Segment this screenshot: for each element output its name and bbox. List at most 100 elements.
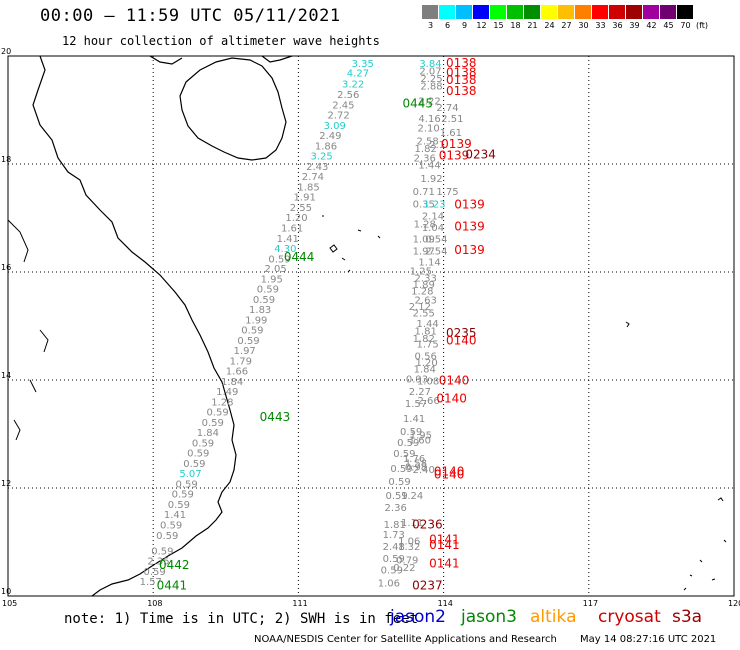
wave-height-value: 0.59	[383, 554, 405, 565]
scale-label: 24	[544, 21, 555, 30]
wave-height-value: 1.92	[420, 174, 442, 185]
scale-label: 27	[561, 21, 572, 30]
wave-height-value: 1.08	[417, 376, 439, 387]
scale-swatch	[422, 5, 439, 19]
wave-height-value: 2.07	[419, 66, 441, 77]
wave-height-value: 2.74	[302, 172, 324, 183]
wave-height-value: 0.71	[413, 187, 435, 198]
lon-tick-label: 120	[728, 599, 740, 608]
wave-height-value: 2.56	[337, 90, 359, 101]
scale-label: 70	[680, 21, 691, 30]
scale-label: 21	[527, 21, 538, 30]
wave-height-value: 0.59	[156, 531, 178, 542]
wave-height-value: 1.84	[197, 428, 219, 439]
wave-height-value: 1.97	[413, 247, 435, 258]
scale-label: 36	[612, 21, 623, 30]
credit-text: NOAA/NESDIS Center for Satellite Applica…	[254, 634, 557, 645]
pass-time-label: 0237	[412, 579, 443, 593]
wave-height-value: 0.56	[415, 351, 437, 362]
wave-height-value: 2.55	[413, 308, 435, 319]
lon-tick-label: 105	[2, 599, 17, 608]
wave-height-value: 1.99	[245, 315, 267, 326]
wave-height-value: 1.25	[410, 267, 432, 278]
wave-height-value: 2.1	[429, 140, 445, 151]
wave-height-value: 1.06	[398, 537, 420, 548]
map-subtitle: 12 hour collection of altimeter wave hei…	[62, 34, 380, 48]
wave-height-value: 2.40	[413, 465, 435, 476]
pass-time-label: 0443	[260, 410, 291, 424]
legend-item-jason3: jason3	[461, 607, 517, 627]
wave-height-value: 2.36	[414, 153, 436, 164]
wave-height-value: 0.22	[393, 563, 415, 574]
wave-height-value: 2.72	[327, 111, 349, 122]
scale-swatch	[439, 5, 456, 19]
scale-label: 12	[476, 21, 487, 30]
scale-swatch	[507, 5, 524, 19]
wave-height-value: 0.35	[413, 200, 435, 211]
wave-height-value: 2.63	[415, 295, 437, 306]
scale-label: 42	[646, 21, 657, 30]
scale-label: 30	[578, 21, 589, 30]
wave-height-value: 1.06	[378, 578, 400, 589]
wave-height-value: 0.59	[386, 491, 408, 502]
scale-label: 15	[493, 21, 504, 30]
wave-height-value: 0.59	[253, 295, 275, 306]
wave-height-value: 2.58	[416, 137, 438, 148]
scale-swatch	[575, 5, 592, 19]
wave-height-value: 1.82	[415, 144, 437, 155]
wave-height-value: 2.10	[417, 124, 439, 135]
wave-height-value: 0.59	[400, 427, 422, 438]
pass-time-label: 0444	[284, 250, 315, 264]
wave-height-value: 1.60	[409, 436, 431, 447]
scale-unit: (ft)	[696, 21, 709, 30]
lon-tick-label: 114	[438, 599, 453, 608]
legend-item-cryosat: cryosat	[598, 607, 661, 627]
pass-time-label: 0138	[446, 73, 477, 87]
wave-height-value: 2.74	[436, 103, 458, 114]
wave-height-value: 0.54	[425, 234, 447, 245]
wave-height-value: 2.25	[420, 74, 442, 85]
lat-tick-label: 12	[1, 479, 11, 488]
wave-height-value: 0.59	[257, 285, 279, 296]
wave-height-value: 1.20	[416, 358, 438, 369]
wave-height-value: 1.84	[414, 364, 436, 375]
pass-time-label: 0140	[434, 467, 465, 481]
wave-height-value: 1.86	[315, 141, 337, 152]
wave-height-value: 5.07	[179, 469, 201, 480]
scale-label: 18	[510, 21, 521, 30]
wave-height-value: 0.93	[406, 375, 428, 386]
pass-time-label: 0138	[446, 66, 477, 80]
wave-height-value: 0.59	[202, 418, 224, 429]
wave-height-value: 4.30	[274, 244, 296, 255]
pass-time-label: 0445	[402, 96, 433, 110]
wave-height-value: 3.25	[311, 152, 333, 163]
pass-time-label: 0141	[429, 533, 460, 547]
color-scale-labels: 3 6 9 12 15 18 21 24 27 30 33 36 39 42 45 70 (ft)	[422, 21, 722, 30]
coastline-vietnam	[32, 55, 237, 597]
legend-item-s3a: s3a	[672, 607, 703, 627]
pass-time-label: 0138	[446, 84, 477, 98]
pass-time-label: 0236	[412, 518, 443, 532]
wave-height-value: 3.84	[419, 59, 441, 70]
wave-height-value: 0.59	[187, 449, 209, 460]
wave-height-value: 1.76	[403, 454, 425, 465]
pass-time-label: 0139	[454, 243, 485, 257]
scale-swatch	[558, 5, 575, 19]
wave-height-value: 0.59	[144, 567, 166, 578]
wave-height-value: 2.35	[147, 557, 169, 568]
footnote: note: 1) Time is in UTC; 2) SWH is in fe…	[64, 611, 419, 627]
axis-tick-labels: 105 108 111 114 117 120 20 18 16 14 12 10	[1, 47, 740, 608]
pass-time-label: 0140	[436, 392, 467, 406]
wave-height-value: 1.49	[216, 387, 238, 398]
wave-height-value: 1.24	[401, 491, 423, 502]
pass-time-label: 0139	[454, 197, 485, 211]
wave-height-value: 1.28	[411, 287, 433, 298]
wave-height-value: 3.35	[352, 59, 374, 70]
scale-swatch	[524, 5, 541, 19]
legend-item-jason2: jason2	[390, 607, 446, 627]
lat-tick-label: 20	[1, 47, 11, 56]
spratly-islands	[625, 321, 727, 591]
wave-height-value: 2.55	[290, 203, 312, 214]
legend-item-altika: altika	[530, 607, 577, 627]
wave-height-value: 1.11	[401, 518, 423, 529]
